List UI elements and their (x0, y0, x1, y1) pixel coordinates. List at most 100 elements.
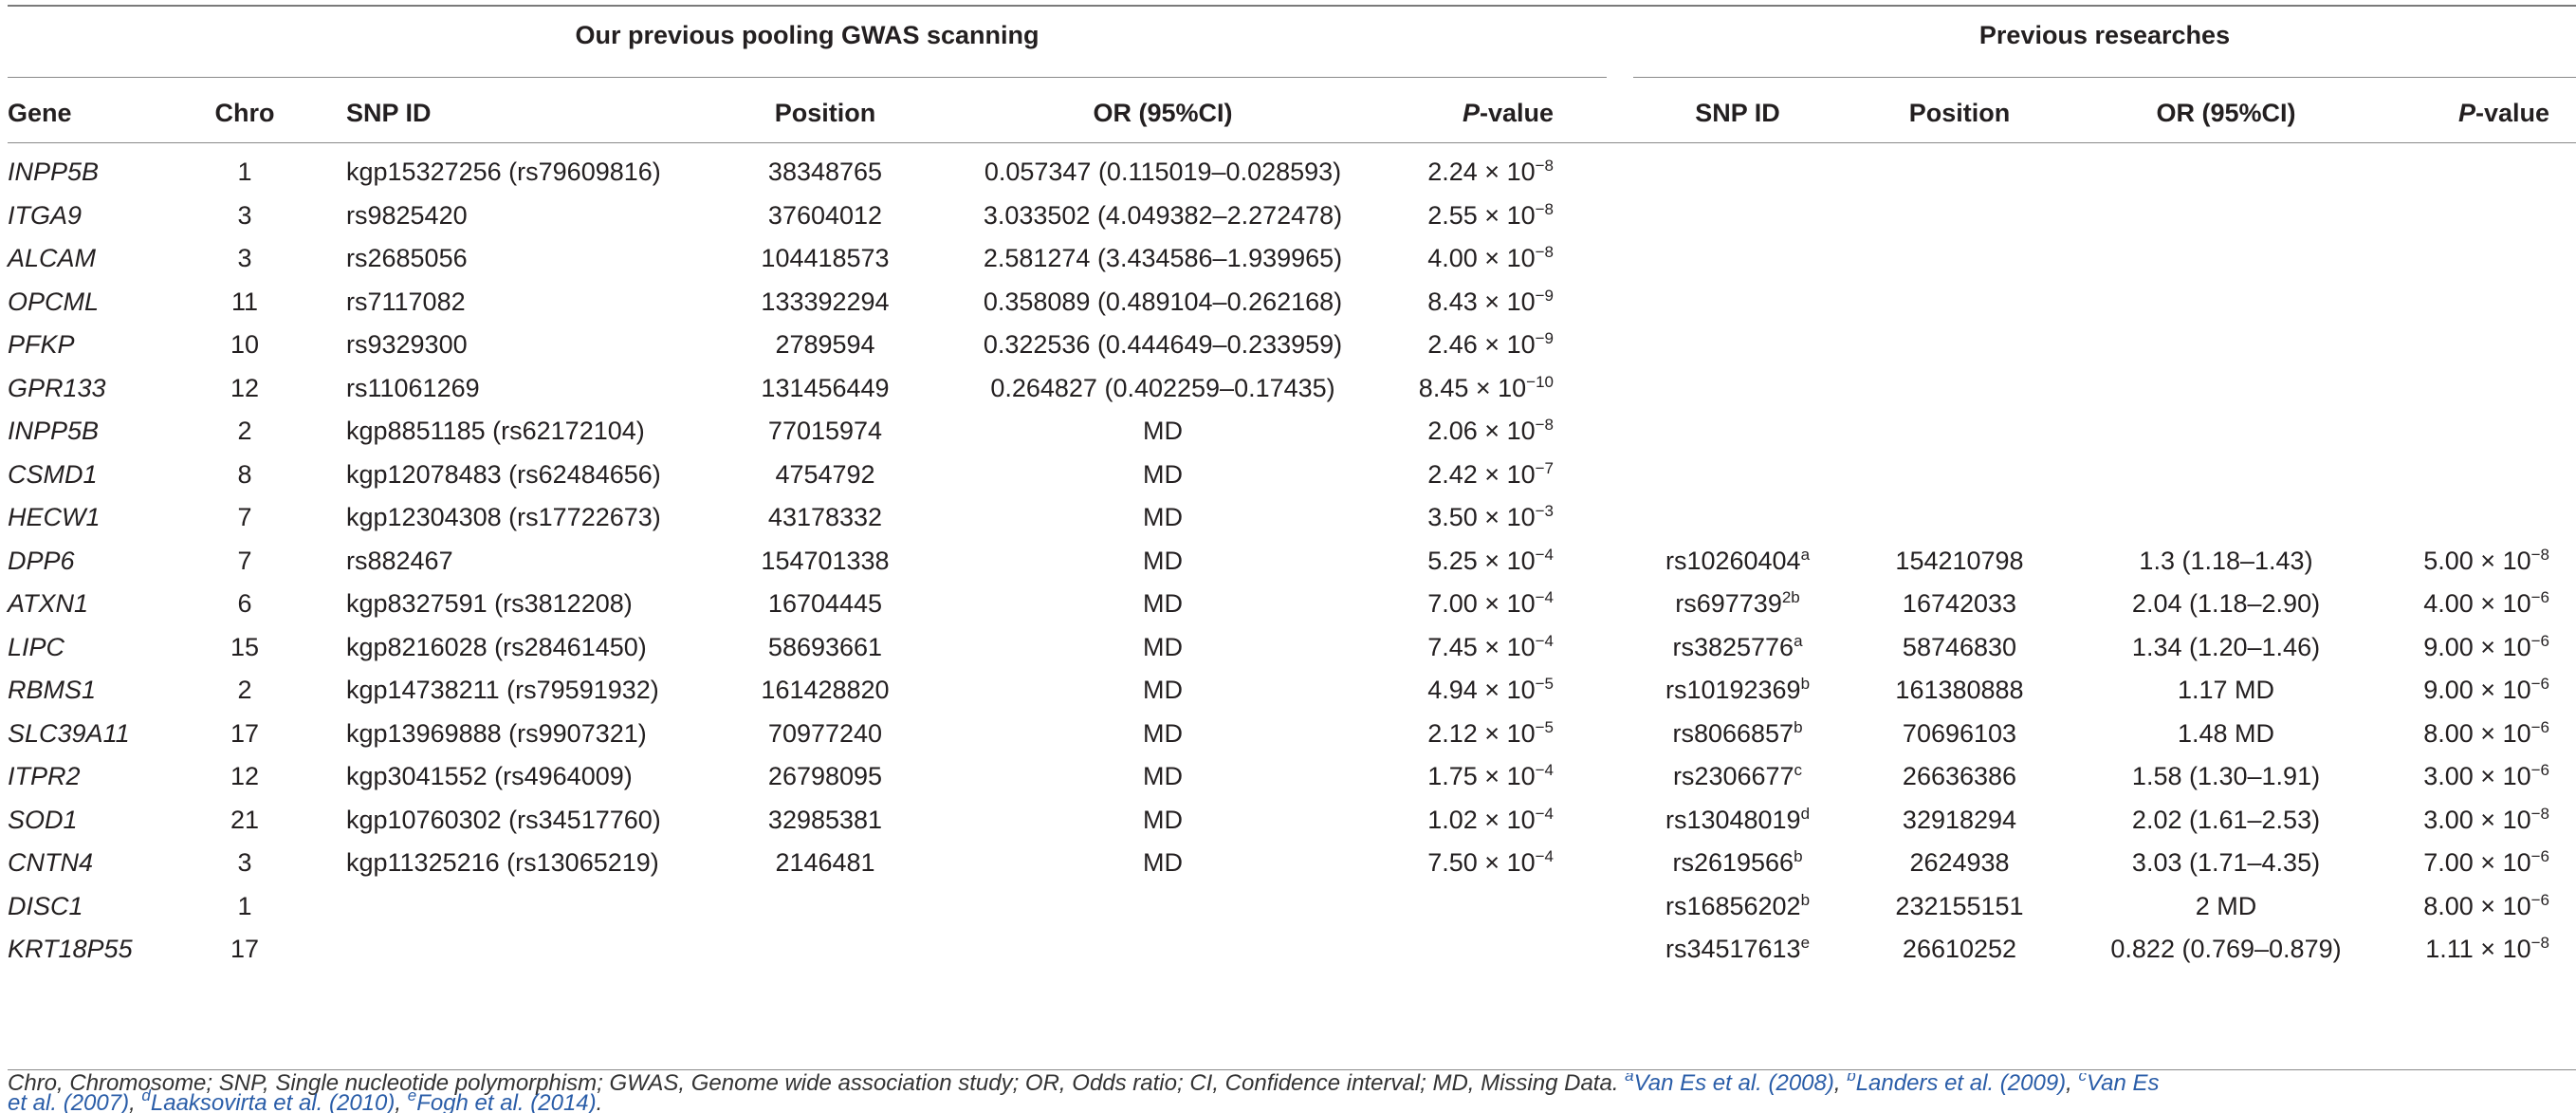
cell-position: 16704445 (767, 589, 883, 618)
cell-gene: INPP5B (8, 158, 100, 186)
pvalue-mantissa: 2.42 × 10 (1427, 459, 1536, 489)
cell-or: 0.358089 (0.489104–0.262168) (983, 287, 1343, 316)
prev-pvalue-exponent: −6 (2530, 717, 2549, 736)
table-row: ITPR2 12 kgp3041552 (rs4964009) 26798095 MD 1… (0, 753, 2576, 797)
cell-prev-snp-id: rs3825776a (1672, 632, 1802, 662)
col-header-gene: Gene (8, 99, 72, 127)
cell-gene: DPP6 (8, 546, 75, 575)
cell-pvalue: 7.45 × 10−4 (1427, 632, 1554, 662)
cell-pvalue: 8.45 × 10−10 (1419, 373, 1554, 403)
pvalue-mantissa: 8.45 × 10 (1418, 373, 1527, 402)
cell-gene: ITGA9 (8, 200, 83, 230)
pvalue-exponent: −4 (1535, 761, 1554, 779)
cell-prev-or: 1.3 (1.18–1.43) (2139, 546, 2313, 575)
cell-pvalue: 2.55 × 10−8 (1427, 200, 1554, 231)
cell-prev-pvalue: 8.00 × 10−6 (2423, 891, 2549, 921)
footnote-ref-a-2[interactable]: aVan Es et al. (2008) (1625, 1073, 1834, 1096)
pvalue-exponent: −5 (1535, 675, 1554, 693)
footnote-ref-e[interactable]: eFogh et al. (2014) (407, 1086, 597, 1113)
cell-position: 38348765 (767, 158, 883, 186)
cell-snp-id: kgp10760302 (rs34517760) (346, 805, 661, 834)
footnote-ref-b-2[interactable]: bLanders et al. (2009) (1847, 1073, 2067, 1096)
cell-prev-snp-id: rs10192369b (1665, 675, 1810, 705)
cell-or: MD (1143, 632, 1183, 661)
prev-snp-ref-mark: 2b (1781, 588, 1800, 606)
cell-prev-snp-id: rs8066857b (1672, 718, 1802, 749)
col-header-prev-snp-id: SNP ID (1695, 99, 1780, 127)
prev-snp-ref-mark: c (1794, 761, 1803, 779)
pvalue-mantissa: 2.12 × 10 (1427, 718, 1536, 748)
cell-or: MD (1143, 805, 1183, 834)
prev-pvalue-mantissa: 8.00 × 10 (2423, 718, 2531, 748)
col-header-position: Position (774, 99, 876, 127)
pvalue-exponent: −9 (1535, 329, 1554, 347)
cell-or: MD (1143, 676, 1183, 704)
cell-or: MD (1143, 718, 1183, 748)
prev-pvalue-exponent: −6 (2530, 588, 2549, 606)
pvalue-mantissa: 7.45 × 10 (1427, 632, 1536, 661)
cell-position: 2789594 (775, 330, 875, 359)
cell-chro: 8 (237, 459, 252, 489)
cell-position: 2146481 (775, 848, 875, 877)
cell-prev-pvalue: 7.00 × 10−6 (2423, 847, 2549, 878)
footnote-ref-c-cont[interactable]: et al. (2007) (8, 1090, 130, 1113)
cell-or: 3.033502 (4.049382–2.272478) (983, 200, 1343, 230)
cell-pvalue: 2.06 × 10−8 (1427, 416, 1554, 446)
pvalue-mantissa: 4.00 × 10 (1427, 244, 1536, 272)
table-row: KRT18P55 17 rs34517613e 26610252 0.822 (0.76… (0, 926, 2576, 970)
prev-pvalue-exponent: −6 (2530, 890, 2549, 909)
cell-snp-id: kgp15327256 (rs79609816) (346, 158, 661, 186)
cell-position: 43178332 (767, 503, 883, 531)
pvalue-mantissa: 7.50 × 10 (1427, 848, 1536, 877)
pvalue-mantissa: 2.06 × 10 (1427, 417, 1536, 445)
col-header-prev-pvalue: P-value (2458, 99, 2549, 128)
prev-snp-text: rs8066857 (1672, 718, 1794, 748)
col-header-pvalue: P-value (1463, 99, 1554, 128)
cell-chro: 1 (237, 158, 252, 186)
footnote-ref-d[interactable]: dLaaksovirta et al. (2010) (141, 1086, 396, 1113)
col-header-or: OR (95%CI) (1093, 99, 1233, 127)
pvalue-exponent: −9 (1535, 286, 1554, 305)
prev-pvalue-mantissa: 3.00 × 10 (2423, 762, 2531, 790)
prev-pvalue-italic-p: P (2457, 99, 2475, 127)
header-rule (8, 142, 2576, 143)
prev-pvalue-exponent: −6 (2530, 761, 2549, 779)
pvalue-mantissa: 1.02 × 10 (1427, 805, 1536, 834)
col-header-snp-id: SNP ID (346, 99, 432, 127)
cell-snp-id: kgp8216028 (rs28461450) (346, 632, 647, 661)
cell-pvalue: 2.24 × 10−8 (1427, 157, 1554, 187)
cell-prev-or: 1.58 (1.30–1.91) (2131, 762, 2321, 790)
cell-or: MD (1143, 762, 1183, 790)
cell-snp-id: rs882467 (346, 546, 453, 575)
cell-gene: INPP5B (8, 417, 100, 445)
cell-gene: HECW1 (8, 503, 101, 531)
prev-snp-ref-mark: e (1800, 934, 1811, 952)
cell-snp-id: rs7117082 (346, 287, 466, 316)
group-heading-pooling: Our previous pooling GWAS scanning (575, 21, 1040, 49)
cell-gene: GPR133 (8, 373, 106, 402)
footnote-ref-c-2[interactable]: cVan Es (2078, 1073, 2160, 1096)
cell-gene: SOD1 (8, 805, 78, 834)
footnote-abbrev-text: Chro, Chromosome; SNP, Single nucleotide… (8, 1073, 1619, 1096)
pvalue-exponent: −4 (1535, 847, 1554, 865)
table-row: PFKP 10 rs9329300 2789594 0.322536 (0.444649… (0, 322, 2576, 365)
cell-prev-pvalue: 1.11 × 10−8 (2425, 934, 2549, 964)
table-row: GPR133 12 rs11061269 131456449 0.264827 (0.4… (0, 365, 2576, 409)
cell-chro: 3 (237, 200, 252, 230)
prev-pvalue-mantissa: 1.11 × 10 (2425, 935, 2531, 963)
pvalue-mantissa: 2.46 × 10 (1427, 330, 1536, 359)
cell-snp-id: kgp8327591 (rs3812208) (346, 589, 633, 618)
table-row: SOD1 21 kgp10760302 (rs34517760) 32985381 MD… (0, 797, 2576, 841)
prev-snp-text: rs10260404 (1665, 546, 1801, 575)
prev-snp-text: rs2306677 (1672, 762, 1794, 790)
prev-snp-text: rs697739 (1675, 589, 1782, 618)
cell-gene: CSMD1 (8, 459, 98, 489)
pvalue-mantissa: 3.50 × 10 (1427, 503, 1536, 531)
prev-snp-text: rs13048019 (1665, 805, 1801, 834)
cell-prev-snp-id: rs16856202b (1665, 891, 1810, 921)
cell-pvalue: 7.50 × 10−4 (1427, 847, 1554, 878)
cell-position: 58693661 (767, 632, 883, 661)
prev-snp-ref-mark: b (1794, 717, 1803, 736)
cell-or: MD (1143, 459, 1183, 489)
cell-position: 133392294 (761, 287, 890, 316)
